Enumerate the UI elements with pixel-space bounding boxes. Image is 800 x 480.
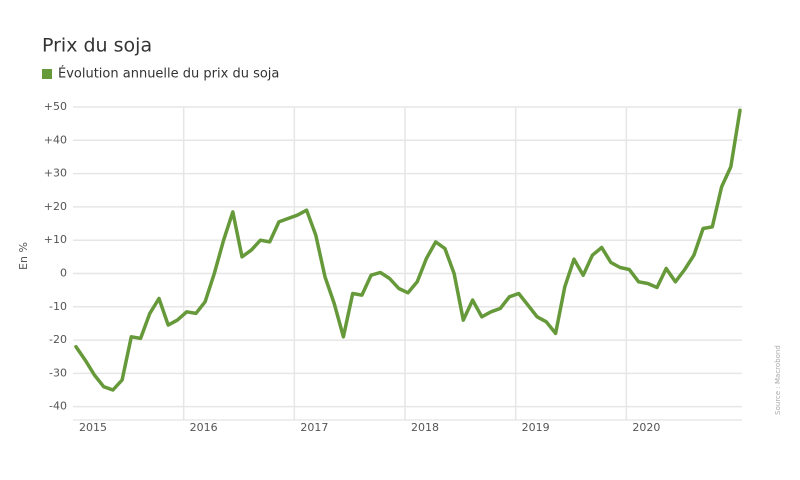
- x-tick-label: 2015: [79, 421, 107, 434]
- line: [74, 108, 742, 392]
- y-axis-label: En %: [17, 242, 30, 270]
- y-tick-label: +20: [44, 200, 67, 213]
- source: Source : Macrobond: [774, 345, 782, 415]
- y-tick-label: -10: [49, 300, 67, 313]
- y-tick-label: +40: [44, 133, 67, 146]
- y-tick-label: -20: [49, 333, 67, 346]
- x-tick-label: 2017: [300, 421, 328, 434]
- x-tick-label: 2020: [632, 421, 660, 434]
- y-tick-label: -40: [49, 400, 67, 413]
- legend-swatch: [42, 69, 52, 79]
- y-tick-label: 0: [60, 266, 67, 279]
- legend-label: Évolution annuelle du prix du soja: [58, 66, 279, 82]
- y-tick-label: +10: [44, 233, 67, 246]
- x-tick-label: 2016: [190, 421, 218, 434]
- chart-title: Prix du soja: [42, 35, 152, 57]
- x-tick-label: 2019: [522, 421, 550, 434]
- y-tick-label: +50: [44, 100, 67, 113]
- x-tick-label: 2018: [411, 421, 439, 434]
- y-tick-label: -30: [49, 366, 67, 379]
- y-tick-label: +30: [44, 167, 67, 180]
